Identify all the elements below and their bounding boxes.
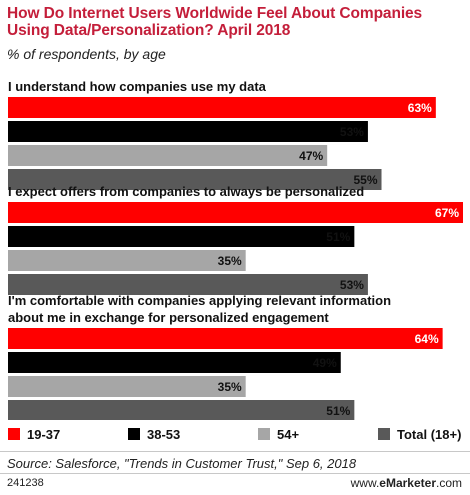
bar (8, 121, 368, 142)
bar-value-label: 53% (340, 125, 364, 139)
bar (8, 250, 246, 271)
source-note: Source: Salesforce, "Trends in Customer … (7, 456, 357, 471)
legend-swatch-19-37 (8, 428, 20, 440)
category-label: I understand how companies use my data (8, 79, 267, 94)
bar-chart: I understand how companies use my data 63… (8, 79, 463, 420)
category-label: I'm comfortable with companies applying … (8, 293, 391, 308)
bar (8, 97, 436, 118)
bar (8, 328, 443, 349)
legend-item-54-plus: 54+ (258, 426, 299, 442)
brand-suffix: .com (435, 476, 462, 490)
legend-item-38-53: 38-53 (128, 426, 180, 442)
bar-value-label: 53% (340, 278, 364, 292)
brand-name: eMarketer (379, 476, 436, 490)
chart-title: How Do Internet Users Worldwide Feel Abo… (7, 5, 423, 39)
bar (8, 274, 368, 295)
bar-value-label: 55% (353, 173, 377, 187)
legend-swatch-total (378, 428, 390, 440)
source-divider (0, 451, 470, 452)
bar (8, 376, 246, 397)
bar-value-label: 63% (408, 101, 432, 115)
brand-prefix: www. (350, 476, 380, 490)
bar-value-label: 51% (326, 230, 350, 244)
emarketer-logo[interactable]: www.eMarketer.com (351, 476, 462, 490)
legend-label-54-plus: 54+ (277, 426, 300, 442)
legend-swatch-38-53 (128, 428, 140, 440)
legend-label-total: Total (18+) (397, 426, 462, 442)
bar-value-label: 51% (326, 404, 350, 418)
legend-label-38-53: 38-53 (147, 426, 181, 442)
bar-value-label: 35% (218, 380, 242, 394)
bar (8, 202, 463, 223)
legend-swatch-54-plus (258, 428, 270, 440)
bar (8, 169, 382, 190)
bar-value-label: 35% (218, 254, 242, 268)
bar (8, 226, 355, 247)
bar (8, 145, 328, 166)
legend-label-19-37: 19-37 (27, 426, 61, 442)
bar (8, 400, 355, 420)
bar-value-label: 67% (435, 206, 459, 220)
bar (8, 352, 341, 373)
bar-value-label: 49% (313, 356, 337, 370)
bar-value-label: 47% (299, 149, 323, 163)
category-label: about me in exchange for personalized en… (8, 310, 329, 325)
chart-subtitle: % of respondents, by age (7, 46, 166, 62)
category-label: I expect offers from companies to always… (8, 184, 364, 199)
legend-item-19-37: 19-37 (8, 426, 60, 442)
chart-id: 241238 (7, 477, 44, 489)
legend-item-total: Total (18+) (378, 426, 461, 442)
bar-value-label: 64% (415, 332, 439, 346)
footer-divider (0, 473, 470, 474)
